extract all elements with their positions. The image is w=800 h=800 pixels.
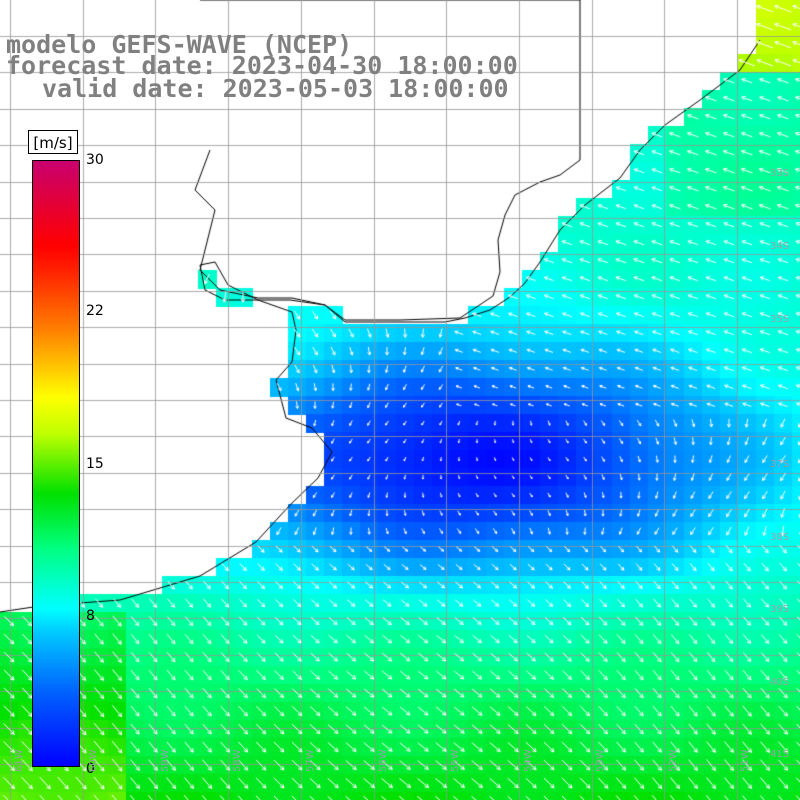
lon-label: 56W <box>378 749 389 772</box>
colorbar-label-22: 22 <box>86 303 104 319</box>
lat-label: 34S <box>770 241 790 252</box>
colorbar <box>32 160 80 767</box>
lon-label: 52W <box>668 749 679 772</box>
colorbar-units: [m/s] <box>28 130 78 154</box>
model-title: modelo GEFS-WAVE (NCEP) <box>6 30 353 59</box>
lon-label: 53W <box>595 749 606 772</box>
forecast-date: forecast date: 2023-04-30 18:00:00 <box>6 51 518 80</box>
colorbar-label-15: 15 <box>86 456 104 472</box>
lat-label: 39S <box>770 604 790 615</box>
lat-label: 35S <box>770 314 790 325</box>
lon-label: 57W <box>305 749 316 772</box>
lon-label: 59W <box>160 749 171 772</box>
lat-label: 40S <box>770 677 790 688</box>
lat-label: 37S <box>770 459 790 470</box>
lat-label: 38S <box>770 532 790 543</box>
lon-label: 58W <box>232 749 243 772</box>
lat-label: 33S <box>770 168 790 179</box>
lon-label: 60W <box>88 749 99 772</box>
colorbar-label-0: 0 <box>86 761 95 777</box>
colorbar-label-8: 8 <box>86 608 95 624</box>
lat-label: 41S <box>770 749 790 760</box>
lon-label: 54W <box>523 749 534 772</box>
lon-label: 61W <box>14 749 25 772</box>
lon-label: 55W <box>450 749 461 772</box>
valid-date: valid date: 2023-05-03 18:00:00 <box>42 74 509 103</box>
colorbar-label-30: 30 <box>86 152 104 168</box>
lon-label: 51W <box>740 749 751 772</box>
